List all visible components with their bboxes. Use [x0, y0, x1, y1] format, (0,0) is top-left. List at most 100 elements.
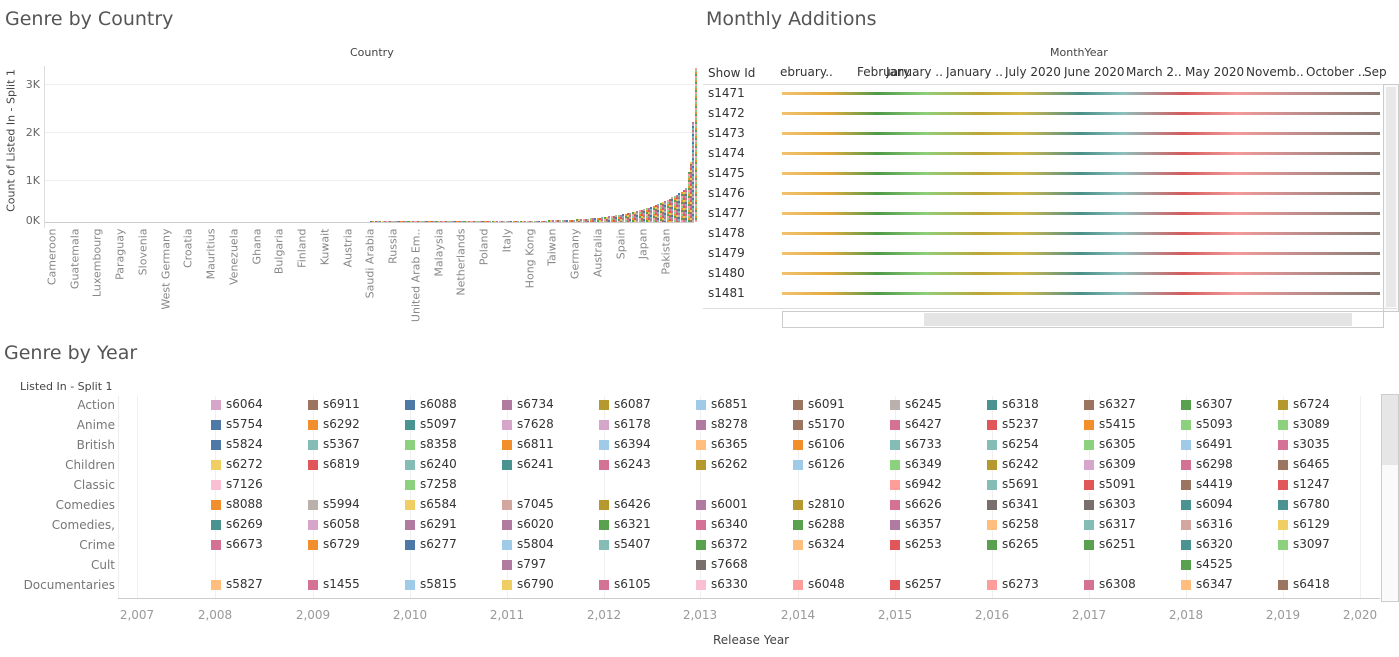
- color-swatch: [1181, 540, 1191, 550]
- country-label: West Germany: [159, 228, 173, 310]
- show-id-cell: s6341: [1002, 497, 1039, 511]
- country-bar: [437, 221, 440, 222]
- color-swatch: [1181, 440, 1191, 450]
- show-id-cell: s4525: [1196, 557, 1233, 571]
- monthly-additions-title: Monthly Additions: [706, 8, 877, 30]
- color-swatch: [1181, 400, 1191, 410]
- year-gridline: [410, 396, 411, 598]
- country-bar: [601, 217, 604, 222]
- year-tick-label: 2,014: [780, 608, 816, 622]
- color-swatch: [696, 440, 706, 450]
- color-swatch: [1084, 580, 1094, 590]
- show-id-cell: s6321: [614, 517, 651, 531]
- monthyear-axis-title: MonthYear: [1050, 46, 1108, 59]
- vertical-scrollbar[interactable]: [1381, 394, 1399, 602]
- show-id-cell: s6318: [1002, 397, 1039, 411]
- country-bar: [505, 220, 508, 222]
- scrollbar-thumb[interactable]: [1382, 395, 1398, 465]
- scrollbar-thumb[interactable]: [1386, 87, 1396, 307]
- month-stripe: [782, 252, 1380, 255]
- country-label: Germany: [568, 228, 582, 280]
- show-id-cell: s7126: [226, 477, 263, 491]
- color-swatch: [405, 480, 415, 490]
- country-bar: [573, 219, 576, 222]
- vertical-scrollbar[interactable]: [1383, 84, 1399, 312]
- show-id-cell: s6465: [1293, 457, 1330, 471]
- year-tick-label: 2,008: [197, 608, 233, 622]
- country-bar: [659, 203, 662, 222]
- month-stripe: [782, 152, 1380, 155]
- country-bar: [566, 219, 569, 222]
- country-bar: [507, 220, 510, 222]
- color-swatch: [599, 460, 609, 470]
- country-label: Finland: [295, 228, 309, 268]
- country-label: Slovenia: [136, 228, 150, 276]
- show-id-cell: s6106: [808, 437, 845, 451]
- color-swatch: [1278, 440, 1288, 450]
- show-id-cell: s7045: [517, 497, 554, 511]
- country-label: Malaysia: [432, 228, 446, 277]
- color-swatch: [696, 520, 706, 530]
- color-swatch: [987, 420, 997, 430]
- month-column-header: January ..: [886, 65, 943, 79]
- country-label: Bulgaria: [272, 228, 286, 275]
- show-id-cell: s6303: [1099, 497, 1136, 511]
- country-bar: [678, 193, 681, 222]
- show-id-cell: s6780: [1293, 497, 1330, 511]
- country-bar: [463, 221, 466, 222]
- country-bar: [624, 213, 627, 222]
- color-swatch: [211, 480, 221, 490]
- horizontal-scrollbar[interactable]: [782, 311, 1384, 328]
- country-bar: [400, 221, 403, 222]
- color-swatch: [890, 440, 900, 450]
- show-id-cell: s6254: [1002, 437, 1039, 451]
- country-label: Ghana: [250, 228, 264, 265]
- genre-row-label: Comedies: [55, 498, 115, 512]
- show-id-cell: s6811: [517, 437, 554, 451]
- country-bar: [461, 221, 464, 222]
- color-swatch: [599, 400, 609, 410]
- country-bar: [372, 221, 375, 222]
- country-bar: [531, 220, 534, 222]
- show-id-cell: s6308: [1099, 577, 1136, 591]
- country-bar: [503, 220, 506, 222]
- color-swatch: [308, 400, 318, 410]
- scrollbar-thumb[interactable]: [924, 313, 1352, 326]
- color-swatch: [1181, 460, 1191, 470]
- month-column-header: Sep: [1364, 65, 1387, 79]
- show-id-cell: s6288: [808, 517, 845, 531]
- country-bar: [493, 221, 496, 222]
- show-id-cell: s8358: [420, 437, 457, 451]
- country-bar: [458, 221, 461, 222]
- show-id-cell: s6087: [614, 397, 651, 411]
- color-swatch: [793, 440, 803, 450]
- show-id-cell: s6733: [905, 437, 942, 451]
- show-id-label: s1480: [708, 266, 745, 280]
- country-bar: [465, 221, 468, 222]
- show-id-cell: s5994: [323, 497, 360, 511]
- color-swatch: [1278, 420, 1288, 430]
- color-swatch: [405, 500, 415, 510]
- country-bar: [594, 218, 597, 222]
- show-id-cell: s6942: [905, 477, 942, 491]
- country-bar: [384, 221, 387, 222]
- show-id-cell: s5093: [1196, 417, 1233, 431]
- show-id-cell: s6584: [420, 497, 457, 511]
- country-label: Russia: [386, 228, 400, 264]
- country-bar: [477, 221, 480, 222]
- divider: [703, 308, 1397, 309]
- genre-row-label: Anime: [76, 418, 115, 432]
- month-column-header: June 2020: [1064, 65, 1125, 79]
- year-gridline: [604, 396, 605, 598]
- color-swatch: [1278, 460, 1288, 470]
- country-label: Australia: [591, 228, 605, 278]
- color-swatch: [599, 440, 609, 450]
- color-swatch: [793, 540, 803, 550]
- country-label: Pakistan: [659, 228, 673, 275]
- country-label: Austria: [341, 228, 355, 268]
- country-bar: [479, 221, 482, 222]
- color-swatch: [502, 520, 512, 530]
- color-swatch: [1278, 500, 1288, 510]
- show-id-cell: s6626: [905, 497, 942, 511]
- color-swatch: [211, 460, 221, 470]
